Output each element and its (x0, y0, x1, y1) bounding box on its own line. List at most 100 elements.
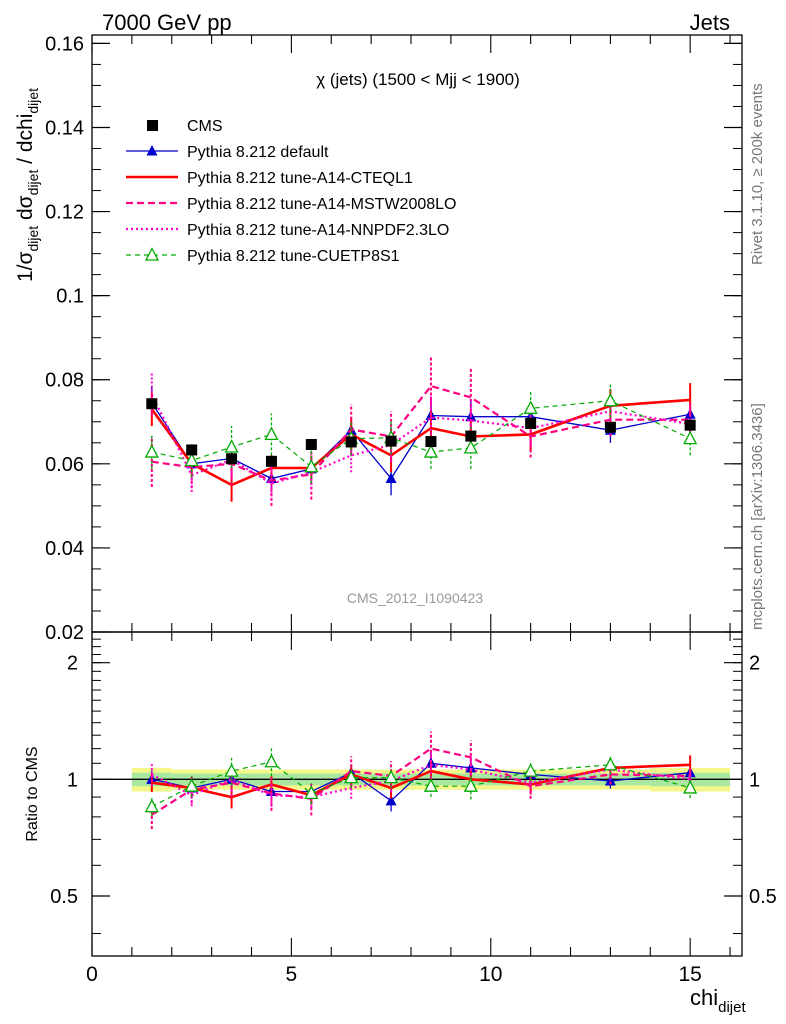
ratio-line (151, 761, 691, 808)
ratio-line (151, 763, 691, 799)
rivet-label: Rivet 3.1.10, ≥ 200k events (749, 83, 766, 265)
legend-item: CMS (147, 118, 223, 135)
legend-marker-square (147, 120, 158, 131)
data-point (265, 455, 277, 467)
legend-label: Pythia 8.212 default (187, 144, 329, 161)
series-line (151, 400, 691, 468)
ratio-marker-triangle (385, 794, 397, 806)
data-point (305, 438, 317, 450)
marker-open-triangle (463, 439, 478, 454)
marker-open-triangle (603, 392, 618, 407)
series-line (151, 402, 691, 480)
ratio-marker-open-triangle (523, 763, 538, 777)
series-line (150, 394, 691, 485)
data-point (425, 436, 437, 448)
data-point (465, 430, 477, 442)
ratio-xtick-label: 0 (86, 963, 98, 986)
ratio-marker-triangle (465, 761, 477, 773)
data-point (385, 435, 397, 447)
marker-open-triangle (224, 439, 239, 453)
main-title: χ (jets) (1500 < Mjj < 1900) (316, 70, 520, 89)
ratio-x-axis: 0 5 10 15 (86, 632, 731, 986)
main-ytick-label: 0.04 (45, 538, 84, 560)
header-right: Jets (690, 10, 730, 35)
legend-item: Pythia 8.212 tune-CUETP8S1 (126, 247, 400, 265)
ratio-y-axis: 0.5 0.5 1 1 2 2 (50, 638, 777, 935)
main-y-axis: 0.02 0.04 0.06 0.08 0.1 0.12 0.14 0.16 (45, 33, 742, 644)
main-x-axis (91, 35, 731, 632)
ratio-marker-open-triangle (304, 785, 319, 800)
legend-marker-open-triangle (144, 247, 160, 261)
mcplots-label: mcplots.cern.ch [arXiv:1306.3436] (749, 403, 766, 630)
watermark: CMS_2012_I1090423 (347, 590, 483, 606)
marker-open-triangle (184, 452, 199, 467)
ratio-marker-triangle (604, 775, 616, 786)
ratio-ytick-label-right: 1 (749, 769, 760, 791)
legend-marker-triangle (146, 145, 158, 156)
main-panel: 0.02 0.04 0.06 0.08 0.1 0.12 0.14 0.16 χ (jets)… (14, 33, 743, 644)
ratio-data-layer (92, 731, 742, 829)
main-data-layer (144, 356, 698, 506)
header-left: 7000 GeV pp (102, 10, 232, 35)
ratio-marker-open-triangle (423, 778, 439, 792)
main-ytick-label: 0.1 (56, 286, 84, 308)
main-ytick-label: 0.14 (45, 117, 84, 139)
ratio-ytick-label: 0.5 (50, 886, 78, 908)
ratio-marker-open-triangle (463, 778, 478, 792)
ratio-series-4 (144, 748, 698, 816)
main-ytick-label: 0.16 (45, 33, 84, 55)
ratio-frame (91, 631, 743, 957)
ratio-ytick-label: 2 (67, 653, 78, 675)
data-point (525, 417, 537, 429)
marker-open-triangle (144, 444, 159, 458)
legend-item: Pythia 8.212 tune-A14-CTEQL1 (126, 170, 413, 187)
x-axis-label: chidijet (690, 985, 746, 1016)
ratio-ytick-label-right: 0.5 (749, 886, 777, 908)
main-ytick-label: 0.08 (45, 370, 84, 392)
ratio-marker-open-triangle (144, 798, 159, 813)
ratio-line (151, 763, 691, 799)
series-0 (146, 398, 696, 467)
marker-open-triangle (304, 458, 319, 473)
ratio-marker-open-triangle (603, 756, 618, 771)
ratio-marker-open-triangle (264, 753, 279, 768)
marker-open-triangle (523, 400, 538, 414)
data-point (226, 453, 238, 465)
marker-triangle (385, 472, 397, 484)
ratio-panel: 0.5 0.5 1 1 2 2 0 5 10 15 Ratio to CMS chidijet (24, 631, 777, 1016)
ratio-xtick-label: 15 (678, 963, 701, 986)
ratio-line (151, 762, 691, 802)
legend: CMS Pythia 8.212 default Pythia 8.212 tune… (126, 118, 456, 265)
ratio-marker-open-triangle (184, 778, 199, 792)
marker-open-triangle (683, 430, 698, 445)
ratio-marker-open-triangle (344, 769, 359, 784)
main-ytick-label: 0.12 (45, 202, 84, 224)
data-point (684, 419, 696, 431)
ratio-ytick-label-right: 2 (749, 653, 760, 675)
data-point (604, 421, 616, 433)
ratio-marker-open-triangle (683, 780, 698, 794)
ratio-xtick-label: 5 (286, 963, 298, 986)
legend-label: Pythia 8.212 tune-CUETP8S1 (187, 248, 400, 265)
data-point (345, 436, 357, 448)
series-line (150, 398, 691, 487)
ratio-y-label: Ratio to CMS (24, 746, 41, 841)
legend-label: Pythia 8.212 tune-A14-MSTW2008LO (187, 196, 456, 213)
ratio-xtick-label: 10 (479, 963, 502, 986)
legend-item: Pythia 8.212 tune-A14-NNPDF2.3LO (126, 222, 449, 239)
main-y-label: 1/σdijet dσdijet / dchidijet (14, 88, 41, 282)
main-ytick-label: 0.02 (45, 622, 84, 644)
legend-label: CMS (187, 118, 223, 135)
data-point (146, 398, 158, 410)
main-ytick-label: 0.06 (45, 454, 84, 476)
ratio-ytick-label: 1 (67, 769, 78, 791)
series-line (151, 384, 691, 482)
marker-open-triangle (423, 444, 439, 458)
data-point (186, 444, 198, 456)
legend-item: Pythia 8.212 tune-A14-MSTW2008LO (126, 196, 456, 213)
legend-label: Pythia 8.212 tune-A14-CTEQL1 (187, 170, 413, 187)
ratio-marker-open-triangle (224, 763, 239, 777)
legend-label: Pythia 8.212 tune-A14-NNPDF2.3LO (187, 222, 449, 239)
ratio-line (151, 747, 691, 816)
